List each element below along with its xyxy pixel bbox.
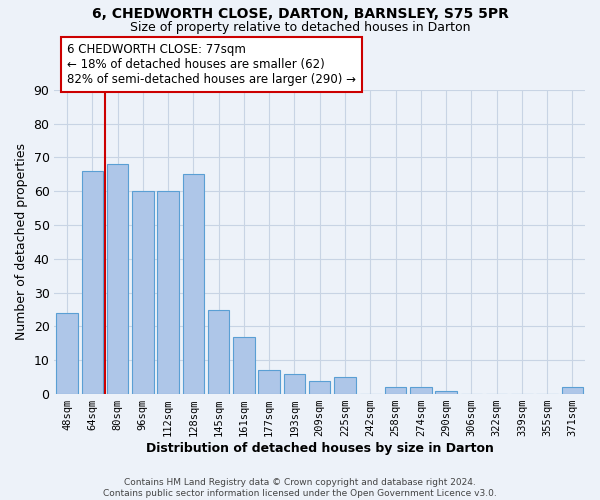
Bar bbox=[284, 374, 305, 394]
Bar bbox=[157, 191, 179, 394]
Bar bbox=[182, 174, 204, 394]
Y-axis label: Number of detached properties: Number of detached properties bbox=[15, 144, 28, 340]
Bar bbox=[385, 388, 406, 394]
Bar bbox=[208, 310, 229, 394]
Bar bbox=[132, 191, 154, 394]
Bar bbox=[56, 313, 78, 394]
Bar bbox=[410, 388, 431, 394]
Text: Size of property relative to detached houses in Darton: Size of property relative to detached ho… bbox=[130, 21, 470, 34]
Bar bbox=[435, 390, 457, 394]
Bar bbox=[82, 171, 103, 394]
X-axis label: Distribution of detached houses by size in Darton: Distribution of detached houses by size … bbox=[146, 442, 494, 455]
Bar bbox=[334, 377, 356, 394]
Bar bbox=[259, 370, 280, 394]
Text: 6, CHEDWORTH CLOSE, DARTON, BARNSLEY, S75 5PR: 6, CHEDWORTH CLOSE, DARTON, BARNSLEY, S7… bbox=[92, 8, 508, 22]
Bar bbox=[562, 388, 583, 394]
Text: Contains HM Land Registry data © Crown copyright and database right 2024.
Contai: Contains HM Land Registry data © Crown c… bbox=[103, 478, 497, 498]
Bar bbox=[233, 336, 254, 394]
Bar bbox=[107, 164, 128, 394]
Bar bbox=[309, 380, 331, 394]
Text: 6 CHEDWORTH CLOSE: 77sqm
← 18% of detached houses are smaller (62)
82% of semi-d: 6 CHEDWORTH CLOSE: 77sqm ← 18% of detach… bbox=[67, 44, 356, 86]
